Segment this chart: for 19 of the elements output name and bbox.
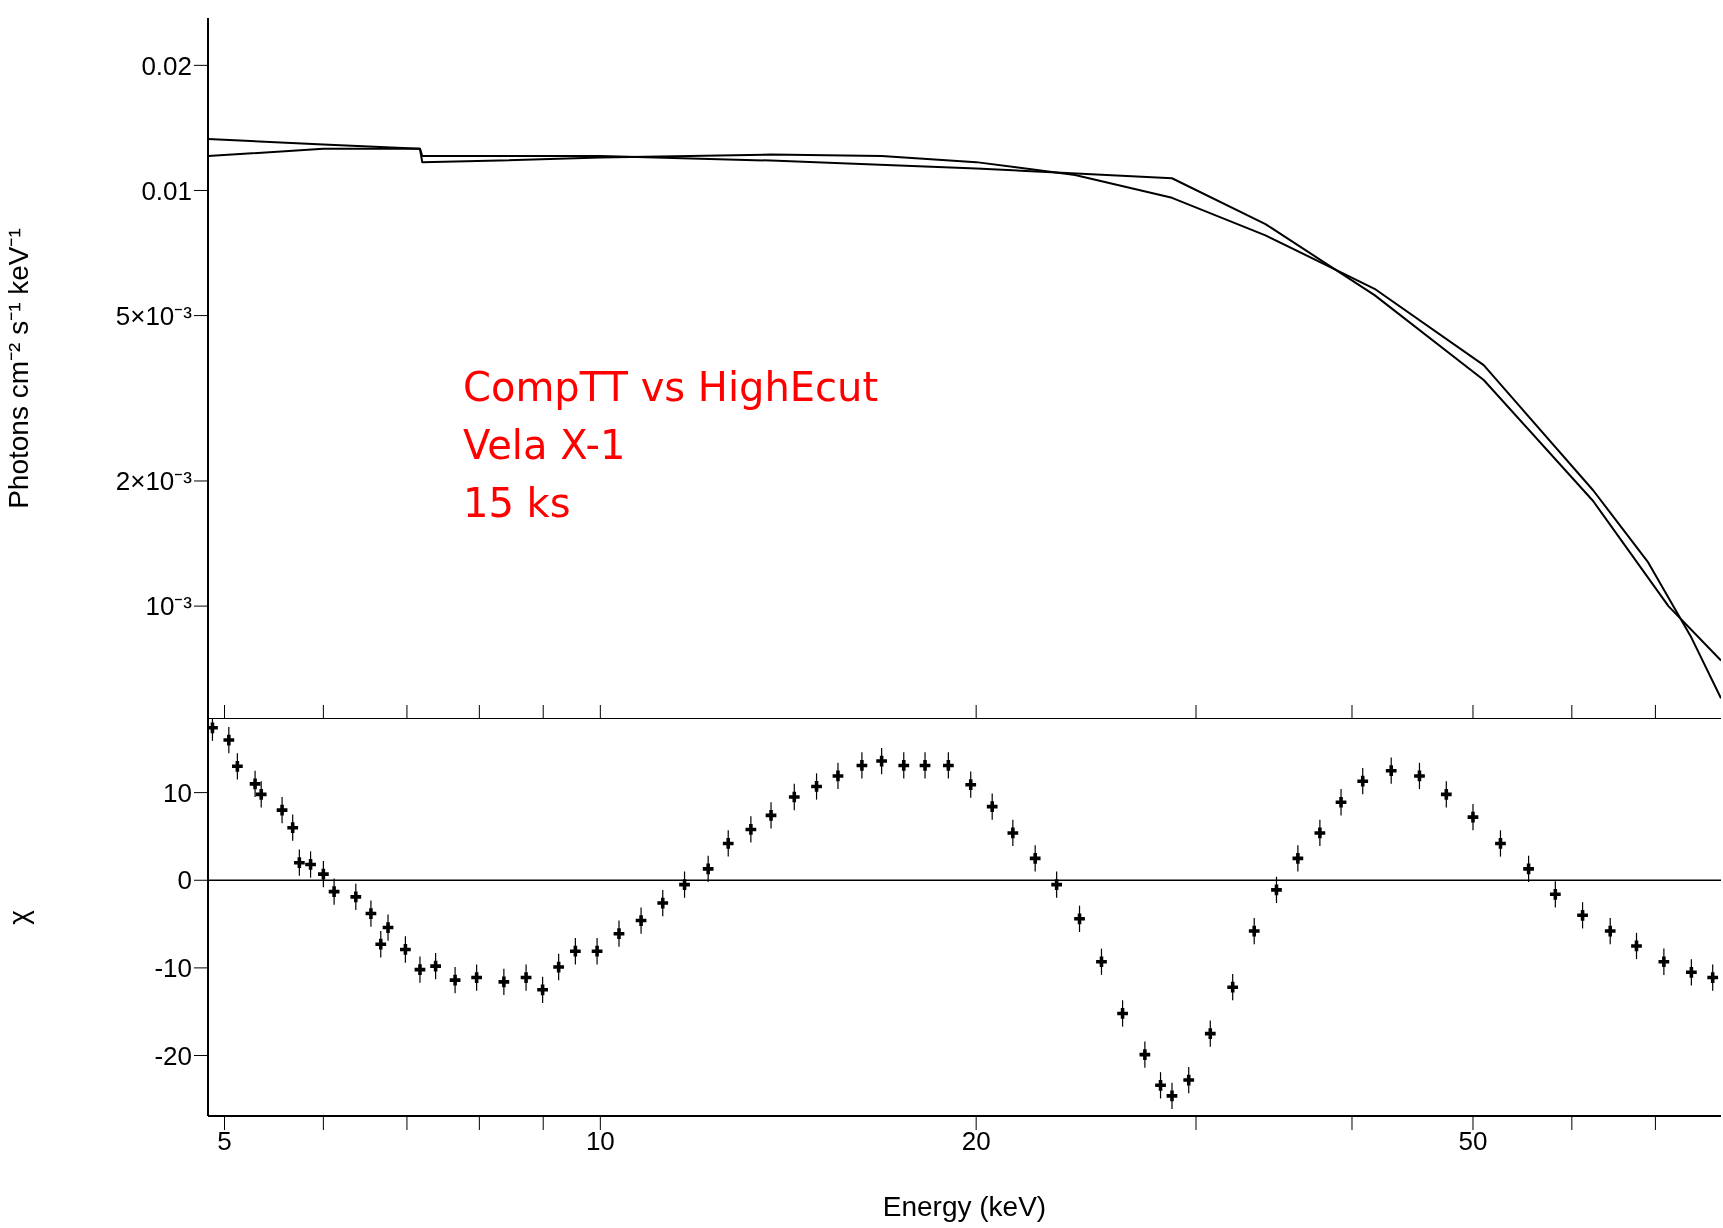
y-tick-label: 10⁻³ <box>145 591 193 622</box>
annotation: 15 ks <box>463 479 572 528</box>
y-axis-title: χ <box>2 909 34 925</box>
x-tick-label: 50 <box>1458 1126 1488 1157</box>
y-tick-label: 2×10⁻³ <box>115 466 193 497</box>
annotation: Vela X-1 <box>463 421 627 470</box>
x-tick-label: 5 <box>217 1126 232 1157</box>
y-tick-label: 0 <box>177 865 192 896</box>
y-tick-label: 0.01 <box>141 175 192 206</box>
y-tick-label: 0.02 <box>141 50 192 81</box>
y-tick-label: 5×10⁻³ <box>115 300 193 331</box>
y-axis-title: Photons cm⁻² s⁻¹ keV⁻¹ <box>2 228 34 509</box>
x-tick-label: 20 <box>961 1126 991 1157</box>
annotation: CompTT vs HighEcut <box>463 363 879 412</box>
y-tick-label: -10 <box>154 953 192 984</box>
x-tick-label: 10 <box>585 1126 615 1157</box>
x-axis-title: Energy (keV) <box>882 1191 1047 1222</box>
y-tick-label: -20 <box>154 1040 192 1071</box>
y-tick-label: 10 <box>163 777 192 808</box>
